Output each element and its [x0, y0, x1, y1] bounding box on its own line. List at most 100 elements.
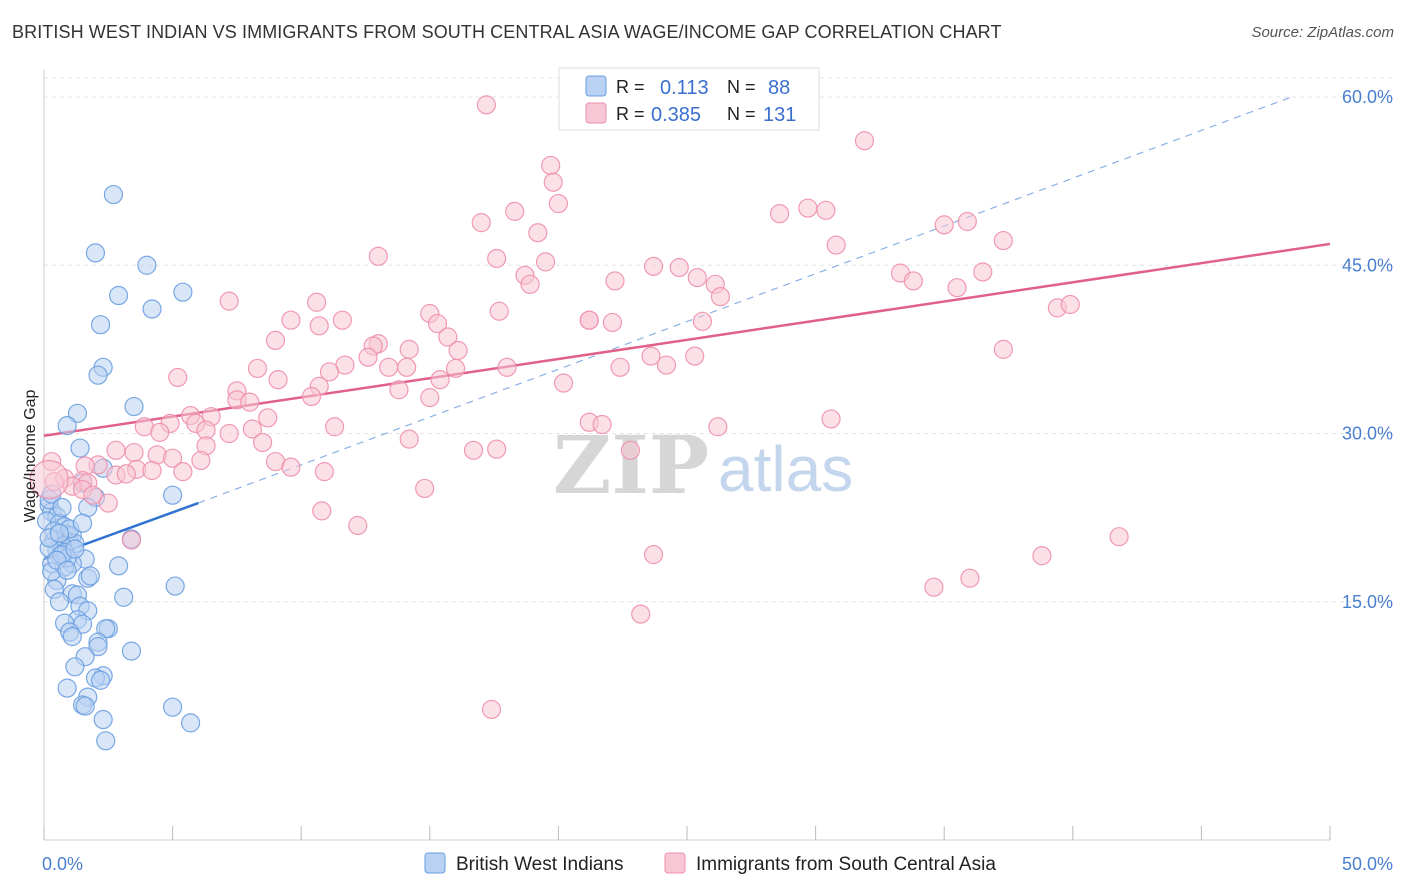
south-central-asia-point-4: [548, 193, 569, 214]
british-west-indian-point-12: [70, 438, 90, 458]
y-tick-label-3: 60.0%: [1342, 87, 1393, 107]
data-points: [29, 95, 1129, 751]
british-west-indian-point-0: [103, 184, 124, 205]
south-central-asia-point-59: [445, 358, 466, 379]
south-central-asia-point-8: [816, 200, 836, 220]
british-west-indian-point-3: [173, 282, 193, 302]
british-west-indian-point-61: [90, 670, 111, 690]
south-central-asia-point-37: [309, 316, 329, 336]
british-west-indian-point-85: [49, 523, 70, 543]
south-central-asia-point-11: [957, 211, 977, 232]
south-central-asia-point-42: [692, 311, 713, 331]
south-central-asia-point-29: [219, 291, 239, 311]
british-west-indian-point-58: [65, 657, 85, 677]
british-west-indian-point-65: [75, 696, 95, 716]
south-central-asia-point-24: [605, 271, 625, 291]
south-central-asia-point-35: [281, 310, 301, 330]
south-central-asia-point-119: [312, 501, 332, 521]
south-central-asia-point-83: [219, 423, 239, 444]
south-central-asia-point-10: [528, 223, 548, 243]
south-central-asia-point-65: [553, 373, 574, 393]
south-central-asia-point-116: [415, 478, 435, 499]
south-central-asia-point-97: [620, 440, 641, 460]
british-west-indian-point-84: [72, 513, 93, 533]
british-west-indian-point-56: [121, 641, 142, 661]
south-central-asia-point-44: [265, 330, 286, 351]
south-central-asia-point-117: [83, 485, 103, 505]
gridlines: [44, 77, 1395, 603]
south-central-asia-point-123: [643, 545, 664, 565]
legend-swatch-south-central-asia: [664, 852, 686, 874]
south-central-asia-point-27: [903, 271, 923, 291]
south-central-asia-point-77: [258, 408, 278, 428]
british-west-indian-point-43: [49, 592, 70, 612]
british-west-indian-point-53: [62, 626, 82, 647]
stats-n-value-1: 88: [768, 77, 790, 99]
south-central-asia-point-72: [301, 386, 322, 407]
south-central-asia-point-2: [541, 155, 561, 176]
south-central-asia-point-55: [379, 357, 399, 377]
south-central-asia-point-63: [268, 370, 288, 390]
british-west-indian-point-36: [108, 556, 129, 576]
south-central-asia-point-105: [173, 462, 193, 482]
south-central-asia-point-30: [307, 292, 327, 312]
south-central-asia-point-17: [535, 252, 556, 272]
stats-n-label-2: N =: [727, 104, 756, 124]
x-tick-label-0: 0.0%: [42, 854, 83, 874]
south-central-asia-point-25: [687, 267, 707, 288]
south-central-asia-point-125: [1060, 294, 1080, 315]
british-west-indian-point-66: [163, 697, 183, 717]
south-central-asia-point-96: [487, 439, 507, 459]
stats-swatch-blue: [585, 75, 607, 97]
watermark-atlas: atlas: [718, 433, 853, 505]
south-central-asia-point-3: [543, 172, 563, 192]
south-central-asia-point-47: [399, 339, 419, 359]
south-central-asia-point-126: [924, 577, 944, 597]
south-central-asia-point-92: [124, 442, 144, 463]
south-central-asia-point-94: [163, 448, 183, 468]
south-central-asia-point-7: [798, 198, 818, 218]
south-central-asia-point-40: [579, 310, 599, 330]
british-west-indian-point-55: [88, 637, 108, 657]
south-central-asia-point-121: [121, 530, 142, 550]
watermark: ZIP atlas: [553, 418, 853, 512]
south-central-asia-point-118: [98, 493, 118, 513]
south-central-asia-point-15: [368, 246, 388, 266]
south-central-asia-point-124: [1032, 546, 1052, 566]
british-west-indian-point-67: [93, 709, 113, 730]
legend-swatch-british-west-indians: [424, 852, 446, 874]
south-central-asia-point-91: [106, 440, 126, 460]
south-central-asia-point-69: [420, 388, 440, 408]
stats-legend: R = 0.113 N = 88 R = 0.385 N = 131: [558, 67, 820, 131]
british-west-indian-point-4: [108, 285, 129, 306]
south-central-asia-point-5: [505, 201, 525, 222]
stats-r-value-2: 0.385: [651, 104, 701, 126]
south-central-asia-point-86: [592, 414, 612, 435]
south-central-asia-point-23: [973, 262, 993, 282]
x-tick-labels: 0.0% 50.0%: [42, 854, 1393, 874]
south-central-asia-point-128: [631, 604, 651, 624]
british-west-indian-point-83: [52, 497, 72, 518]
south-central-asia-point-19: [669, 257, 689, 278]
y-tick-label-2: 45.0%: [1342, 255, 1393, 275]
chart-source: Source: ZipAtlas.com: [1251, 24, 1394, 41]
british-west-indian-point-62: [57, 678, 77, 698]
british-west-indian-point-40: [165, 576, 185, 596]
south-central-asia-point-60: [656, 355, 677, 375]
british-west-indian-point-86: [65, 539, 85, 559]
south-central-asia-point-87: [708, 417, 728, 437]
axes: [43, 70, 1331, 841]
legend-label-british-west-indians: British West Indians: [456, 854, 624, 875]
british-west-indian-point-11: [57, 416, 77, 436]
british-west-indian-point-6: [90, 315, 111, 335]
south-central-asia-point-1: [854, 131, 875, 151]
south-central-asia-point-41: [602, 312, 623, 333]
south-central-asia-point-50: [358, 347, 378, 367]
south-central-asia-point-49: [993, 339, 1013, 359]
south-central-asia-point-82: [150, 422, 170, 442]
british-west-indian-point-14: [163, 485, 183, 505]
stats-n-value-2: 131: [763, 104, 796, 126]
south-central-asia-point-28: [947, 278, 967, 298]
south-central-asia-point-9: [471, 213, 491, 233]
south-central-asia-point-109: [116, 464, 136, 484]
